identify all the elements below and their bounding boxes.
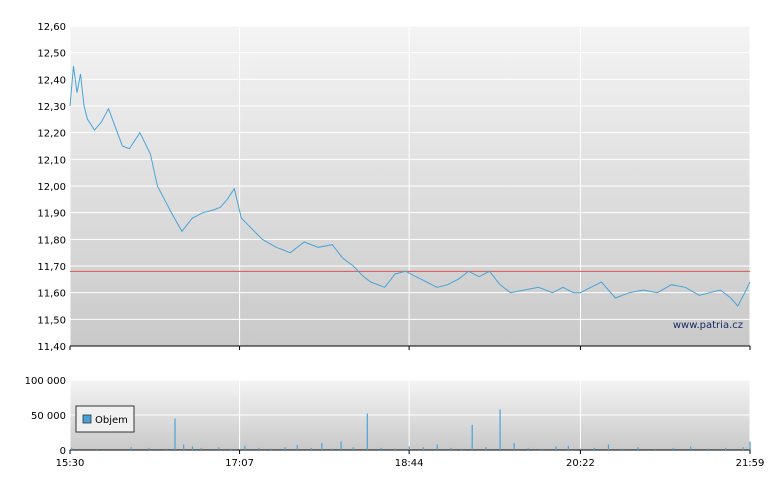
volume-bar (366, 413, 368, 450)
volume-bar (471, 424, 473, 450)
volume-bar (579, 448, 582, 450)
volume-bar (130, 447, 132, 450)
price-y-tick-label: 12,40 (37, 75, 66, 86)
price-y-tick-label: 12,60 (37, 22, 66, 33)
volume-bar (637, 447, 639, 450)
volume-bar (607, 444, 610, 450)
volume-bar (513, 443, 515, 450)
volume-bar (270, 448, 272, 450)
x-tick-label: 20:22 (566, 458, 595, 469)
volume-bar (742, 447, 744, 450)
volume-bar (690, 446, 692, 450)
volume-bar (394, 448, 396, 450)
x-tick-label: 21:59 (736, 458, 765, 469)
volume-bar (593, 447, 596, 450)
volume-bar (340, 441, 342, 450)
volume-bar (230, 448, 232, 450)
volume-bar (191, 446, 194, 450)
volume-bar (725, 447, 727, 450)
x-tick-label: 18:44 (395, 458, 424, 469)
volume-bar (218, 447, 220, 450)
volume-bar (672, 447, 674, 450)
volume-bar (621, 448, 624, 450)
volume-bar (485, 447, 487, 450)
volume-bar (258, 447, 260, 450)
volume-bar (380, 447, 382, 450)
volume-bar (71, 447, 73, 450)
volume-bar (165, 448, 167, 450)
price-y-tick-label: 11,90 (37, 209, 66, 220)
x-tick-label: 15:30 (56, 458, 85, 469)
volume-bar (499, 409, 501, 450)
volume-bar (244, 445, 246, 450)
x-tick-label: 17:07 (225, 458, 254, 469)
volume-bar (450, 447, 452, 450)
x-tick-labels: 15:30 17:07 18:44 20:22 21:59 (56, 450, 765, 469)
volume-bar (461, 448, 463, 450)
volume-bar (331, 448, 333, 450)
volume-panel: 100 000 50 000 0 Objem (25, 376, 751, 457)
price-y-tick-label: 11,60 (37, 289, 66, 300)
volume-bar (408, 446, 410, 450)
legend-box (75, 405, 135, 433)
volume-bar (284, 447, 286, 450)
volume-legend: Objem (75, 405, 135, 433)
volume-bar (321, 443, 323, 450)
volume-y-tick-label: 50 000 (31, 411, 66, 422)
volume-bar (436, 444, 438, 450)
volume-bar (174, 418, 176, 450)
price-y-tick-label: 12,50 (37, 49, 66, 60)
volume-y-tick-label: 0 (60, 446, 66, 457)
volume-bars (71, 409, 751, 450)
volume-bar (541, 448, 543, 450)
volume-bar (567, 445, 569, 450)
volume-bar (310, 447, 312, 450)
watermark: www.patria.cz (673, 320, 743, 331)
volume-bar (352, 447, 354, 450)
price-y-tick-label: 11,80 (37, 235, 66, 246)
price-y-tick-label: 11,70 (37, 262, 66, 273)
legend-label: Objem (95, 415, 128, 426)
price-y-tick-labels: 12,60 12,50 12,40 12,30 12,20 12,10 12,00 11,90… (37, 22, 66, 353)
volume-bar (422, 447, 424, 450)
volume-bar (527, 447, 529, 450)
volume-bar (148, 447, 150, 450)
volume-bar (183, 444, 185, 450)
volume-bar (555, 446, 557, 450)
volume-y-tick-label: 100 000 (25, 376, 66, 387)
price-y-tick-label: 12,00 (37, 182, 66, 193)
price-y-tick-label: 11,40 (37, 342, 66, 353)
price-y-tick-label: 12,30 (37, 102, 66, 113)
price-panel: 12,60 12,50 12,40 12,30 12,20 12,10 12,00 11,90… (37, 22, 751, 353)
volume-bar (95, 448, 97, 450)
volume-bar (200, 447, 202, 450)
price-y-tick-label: 12,10 (37, 155, 66, 166)
volume-bar (655, 448, 657, 450)
price-y-tick-label: 12,20 (37, 129, 66, 140)
volume-bar (749, 441, 751, 450)
legend-swatch (82, 414, 92, 424)
volume-y-tick-labels: 100 000 50 000 0 (25, 376, 66, 457)
price-line (69, 65, 751, 307)
volume-bar (296, 445, 298, 450)
price-y-tick-label: 11,50 (37, 315, 66, 326)
volume-bar (707, 448, 709, 450)
